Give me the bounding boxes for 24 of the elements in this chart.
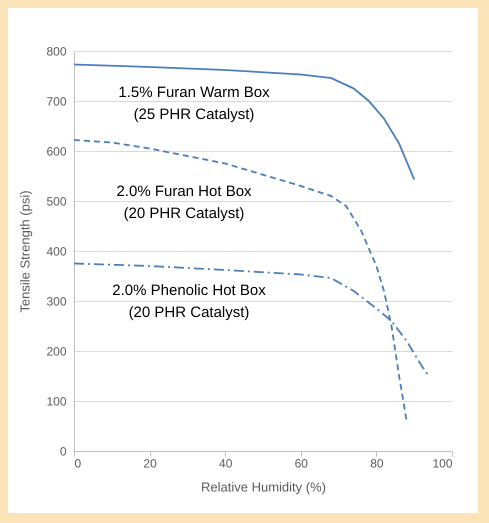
x-tick-label: 0 xyxy=(74,456,82,470)
line-series xyxy=(73,64,416,180)
y-tick-label: 500 xyxy=(46,194,67,208)
y-axis-title: Tensile Strength (psi) xyxy=(17,190,32,313)
y-tick-label: 300 xyxy=(46,294,67,308)
x-axis-title: Relative Humidity (%) xyxy=(201,480,326,494)
annotation: 2.0% Furan Hot Box xyxy=(116,183,252,200)
annotation: (20 PHR Catalyst) xyxy=(124,205,244,222)
x-tick-label: 60 xyxy=(294,456,308,470)
x-tick-label: 80 xyxy=(370,456,384,470)
annotation: 2.0% Phenolic Hot Box xyxy=(112,282,266,299)
x-tick-label: 100 xyxy=(432,456,453,470)
y-tick-label: 100 xyxy=(46,394,67,408)
x-tick-label: 40 xyxy=(219,456,233,470)
annotation: (25 PHR Catalyst) xyxy=(134,106,254,123)
annotation: (20 PHR Catalyst) xyxy=(128,304,250,321)
y-tick-label: 0 xyxy=(60,444,67,458)
y-tick-label: 700 xyxy=(46,94,67,108)
y-tick-label: 200 xyxy=(46,344,67,358)
y-tick-label: 800 xyxy=(46,44,67,58)
y-tick-label: 600 xyxy=(46,144,67,158)
x-tick-label: 20 xyxy=(143,456,158,470)
annotation: 1.5% Furan Warm Box xyxy=(118,84,270,101)
y-tick-label: 400 xyxy=(46,244,67,258)
